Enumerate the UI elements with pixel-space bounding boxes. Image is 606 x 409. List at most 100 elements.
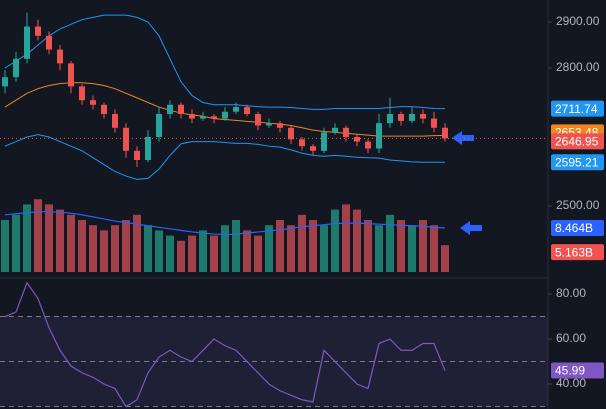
y-tick-label: 60.00 [556, 331, 586, 345]
last-price-label: 2646.95 [555, 135, 599, 149]
volume-ma-label-box [551, 219, 604, 236]
y-tick-label: 2500.00 [556, 198, 600, 212]
candle-body [79, 86, 85, 101]
candle-body [57, 49, 63, 64]
volume-bar [408, 225, 416, 272]
volume-bar [441, 245, 449, 272]
volume-ma [4, 211, 446, 236]
y-tick-label: 2800.00 [556, 60, 600, 74]
arrow-marker [452, 131, 474, 145]
candle-body [321, 132, 327, 151]
candle-body [167, 104, 173, 114]
candle-body [332, 127, 338, 133]
candle-body [409, 113, 415, 121]
candle-body [277, 123, 283, 128]
volume-label-box [551, 244, 604, 261]
volume-bar [298, 214, 306, 272]
candle-body [90, 100, 96, 105]
candle-body [222, 111, 228, 119]
volume-bar [34, 199, 42, 272]
volume-bar [419, 220, 427, 272]
candle-body [387, 113, 393, 124]
volume-bar [309, 220, 317, 272]
volume-bar [364, 220, 372, 272]
candle-body [376, 123, 382, 149]
volume-label: 5.163B [555, 245, 593, 259]
candle-body [211, 116, 217, 119]
volume-bar [100, 230, 108, 272]
y-tick-label: 2900.00 [556, 14, 600, 28]
candle-body [365, 141, 371, 149]
indicator-label: 2595.21 [555, 155, 599, 169]
volume-bar [188, 235, 196, 272]
candle-body [112, 113, 118, 128]
volume-bar [287, 225, 295, 272]
candle-body [420, 113, 426, 119]
volume-bar [254, 235, 262, 272]
candle-body [145, 136, 151, 160]
volume-bar [199, 230, 207, 272]
volume-bar [397, 220, 405, 272]
volume-bar [331, 209, 339, 272]
volume-bar [12, 214, 20, 272]
volume-bar [342, 204, 350, 272]
volume-bar [166, 235, 174, 272]
volume-bar [221, 225, 229, 272]
candle-body [35, 26, 41, 36]
candle-body [354, 136, 360, 142]
candle-body [266, 123, 272, 126]
last-price-label-box [551, 133, 604, 150]
indicator-label-box [551, 100, 604, 117]
candle-body [68, 63, 74, 87]
volume-bar [276, 220, 284, 272]
volume-bar [67, 214, 75, 272]
candle-body [101, 104, 107, 114]
indicator-label: 2711.74 [555, 102, 598, 116]
y-tick-label: 80.00 [556, 286, 586, 300]
volume-bar [375, 225, 383, 272]
volume-bar [320, 225, 328, 272]
candle-body [2, 77, 8, 87]
volume-ma-label: 8.464B [555, 221, 593, 235]
volume-bar [78, 220, 86, 272]
arrow-marker [460, 221, 482, 235]
rsi-line [4, 281, 446, 408]
volume-bar [353, 209, 361, 272]
y-tick-label: 40.00 [556, 376, 586, 390]
band-line [4, 14, 446, 110]
candle-body [343, 127, 349, 137]
volume-bar [232, 220, 240, 272]
volume-bar [111, 225, 119, 272]
rsi-label: 45.99 [555, 364, 585, 378]
candle-body [178, 104, 184, 114]
candle-body [255, 113, 261, 126]
candle-body [310, 146, 316, 151]
candle-body [299, 139, 305, 147]
volume-bar [155, 230, 163, 272]
candle-body [288, 127, 294, 140]
volume-bar [265, 225, 273, 272]
volume-bar [210, 235, 218, 272]
rsi-label-box [551, 362, 604, 379]
candle-body [156, 113, 162, 137]
candle-body [123, 127, 129, 151]
candle-body [200, 116, 206, 119]
volume-bar [45, 204, 53, 272]
candle-body [189, 113, 195, 119]
volume-bar [23, 204, 31, 272]
candle-body [134, 150, 140, 160]
volume-bar [56, 209, 64, 272]
candle-body [233, 107, 239, 112]
volume-bar [386, 214, 394, 272]
volume-bar [1, 220, 9, 272]
volume-bar [243, 230, 251, 272]
volume-bar [133, 214, 141, 272]
candle-body [431, 118, 437, 128]
volume-bar [430, 225, 438, 272]
indicator-label-box [551, 154, 604, 171]
candle-body [398, 113, 404, 121]
candle-body [442, 127, 448, 139]
volume-bar [144, 225, 152, 272]
